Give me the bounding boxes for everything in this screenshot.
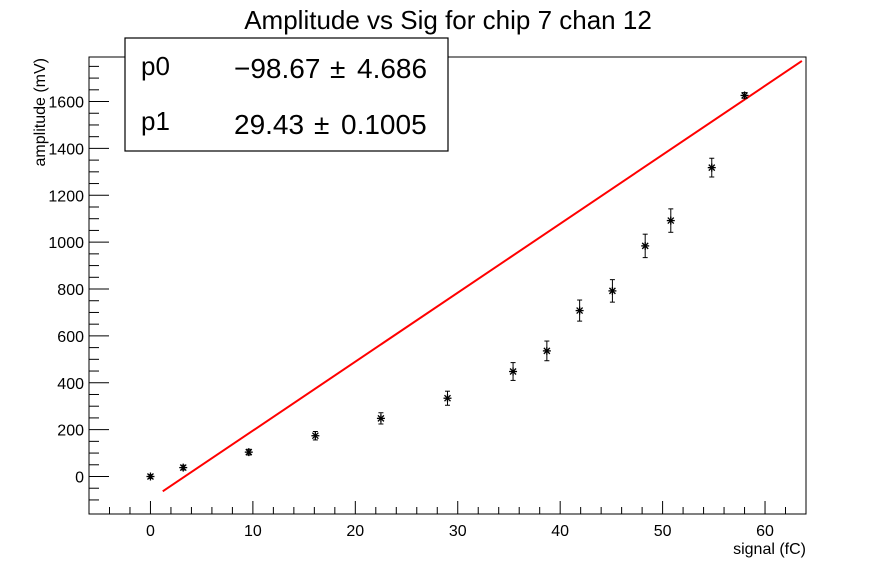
data-point bbox=[707, 157, 716, 178]
marker-stroke bbox=[667, 217, 675, 225]
data-point bbox=[146, 472, 155, 481]
marker-stroke bbox=[576, 307, 584, 315]
stats-p0-error: 4.686 bbox=[357, 53, 427, 84]
marker-stroke bbox=[245, 448, 253, 456]
data-point bbox=[179, 463, 188, 472]
y-tick-label: 1600 bbox=[48, 95, 84, 112]
stats-p1-pm: ± bbox=[314, 109, 329, 140]
stats-p0-pm: ± bbox=[330, 53, 345, 84]
marker-stroke bbox=[377, 414, 385, 422]
fit-line-segment bbox=[162, 60, 803, 493]
marker-stroke bbox=[146, 473, 154, 480]
data-point bbox=[443, 390, 452, 406]
fit-line bbox=[162, 60, 803, 493]
data-point bbox=[376, 412, 385, 425]
data-point bbox=[509, 362, 518, 381]
x-tick-label: 30 bbox=[449, 523, 467, 540]
data-point bbox=[244, 448, 253, 457]
marker-stroke bbox=[543, 347, 551, 355]
marker-stroke bbox=[311, 432, 319, 440]
marker-stroke bbox=[179, 464, 187, 472]
stats-box-frame bbox=[124, 37, 449, 152]
data-points bbox=[146, 91, 749, 481]
x-tick-label: 40 bbox=[551, 523, 569, 540]
data-point bbox=[641, 233, 650, 259]
y-tick-label: 800 bbox=[57, 282, 84, 299]
y-tick-label: 1000 bbox=[48, 235, 84, 252]
data-point bbox=[311, 431, 320, 441]
marker-stroke bbox=[708, 164, 716, 172]
data-point bbox=[575, 299, 584, 322]
marker-stroke bbox=[741, 91, 749, 99]
y-axis: 0 200 400 600 800 1000 1200 1400 1600 bbox=[48, 65, 109, 501]
x-tick-label: 60 bbox=[756, 523, 774, 540]
x-tick-label: 0 bbox=[146, 523, 155, 540]
x-axis-label: signal (fC) bbox=[733, 541, 806, 558]
y-tick-label: 1400 bbox=[48, 141, 84, 158]
y-tick-label: 0 bbox=[75, 470, 84, 487]
marker-stroke bbox=[608, 287, 616, 295]
data-point bbox=[608, 279, 617, 303]
x-tick-label: 20 bbox=[346, 523, 364, 540]
marker-stroke bbox=[509, 368, 517, 375]
y-tick-label: 1200 bbox=[48, 188, 84, 205]
y-tick-label: 400 bbox=[57, 376, 84, 393]
chart-title: Amplitude vs Sig for chip 7 chan 12 bbox=[244, 5, 652, 35]
fit-stats-box: p0 −98.67 ± 4.686 p1 29.43 ± 0.1005 bbox=[124, 37, 449, 152]
x-tick-label: 10 bbox=[244, 523, 262, 540]
stats-p0-name: p0 bbox=[141, 51, 170, 81]
stats-p1-value: 29.43 bbox=[234, 109, 304, 140]
data-point bbox=[542, 340, 551, 362]
y-tick-label: 200 bbox=[57, 423, 84, 440]
y-axis-label: amplitude (mV) bbox=[32, 58, 49, 166]
stats-p1-error: 0.1005 bbox=[341, 109, 427, 140]
stats-p0-value: −98.67 bbox=[234, 53, 320, 84]
x-axis: 0 10 20 30 40 50 60 bbox=[88, 501, 807, 540]
data-point bbox=[666, 208, 675, 233]
data-point bbox=[740, 91, 749, 100]
x-tick-label: 50 bbox=[654, 523, 672, 540]
y-tick-label: 600 bbox=[57, 329, 84, 346]
marker-stroke bbox=[641, 242, 649, 250]
marker-stroke bbox=[444, 394, 451, 402]
stats-p1-name: p1 bbox=[141, 106, 170, 136]
